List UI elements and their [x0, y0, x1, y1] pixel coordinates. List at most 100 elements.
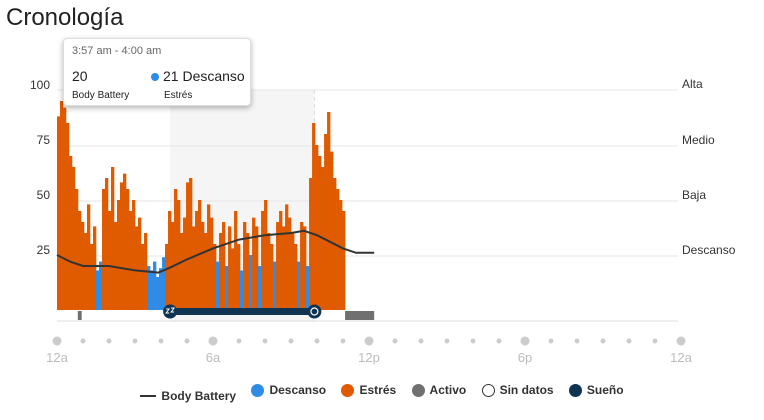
- stress-bar: [210, 217, 214, 310]
- stress-bar: [279, 211, 283, 310]
- rest-bar: [147, 266, 151, 310]
- stress-bar: [342, 211, 346, 310]
- rest-bar: [162, 257, 166, 310]
- stress-bar: [234, 211, 238, 310]
- x-tick-label: 6a: [206, 350, 221, 365]
- stress-bar: [264, 200, 268, 310]
- rest-bar: [306, 266, 310, 310]
- stress-swatch-icon: [341, 383, 355, 397]
- y-tick-label: 75: [37, 133, 51, 147]
- rest-bar: [240, 270, 244, 310]
- rest-bar: [249, 255, 253, 310]
- legend-stress[interactable]: Estrés: [341, 383, 396, 397]
- stress-bar: [69, 156, 73, 310]
- stress-bar: [261, 211, 265, 310]
- stress-bar: [219, 233, 223, 310]
- hour-dot: [548, 338, 554, 344]
- rest-dot-icon: [151, 73, 159, 81]
- legend-active[interactable]: Activo: [411, 383, 466, 397]
- legend-body-battery[interactable]: Body Battery: [140, 389, 236, 403]
- stress-bar: [276, 222, 280, 310]
- stress-bar: [138, 217, 142, 310]
- hour-dot: [52, 336, 62, 346]
- stress-bar: [111, 167, 115, 310]
- hour-dot: [676, 336, 686, 346]
- stress-bar: [315, 145, 319, 310]
- legend-rest[interactable]: Descanso: [251, 383, 326, 397]
- stress-bar: [183, 217, 187, 310]
- stress-bar: [90, 244, 94, 310]
- stress-bar: [141, 244, 145, 310]
- stress-bar: [327, 112, 331, 310]
- rest-swatch-icon: [251, 383, 265, 397]
- stress-bar: [207, 204, 211, 310]
- zzz-icon: [165, 307, 176, 314]
- stress-bar: [309, 178, 313, 310]
- stress-level-label: Descanso: [682, 243, 736, 257]
- stress-bar: [129, 211, 133, 310]
- stress-bar: [330, 151, 334, 310]
- hour-dot: [158, 338, 164, 344]
- legend-sleep[interactable]: Sueño: [568, 383, 624, 397]
- hour-dot: [600, 338, 606, 344]
- rest-bar: [159, 268, 163, 310]
- timeline-chart: Alta Medio Baja Descanso 100 75 50 25 12a 6a 12p 6p…: [30, 77, 736, 365]
- stress-bar: [108, 211, 112, 310]
- stress-bar: [246, 233, 250, 310]
- hour-dot: [288, 338, 294, 344]
- hour-dot: [418, 338, 424, 344]
- stress-bar: [282, 226, 286, 310]
- hour-dot: [392, 338, 398, 344]
- stress-bar: [243, 222, 247, 310]
- legend-no-data[interactable]: Sin datos: [481, 383, 554, 397]
- hour-dot: [626, 338, 632, 344]
- hour-dot: [314, 338, 320, 344]
- stress-bar: [204, 233, 208, 310]
- tooltip-time: 3:57 am - 4:00 am: [72, 45, 162, 57]
- x-tick-label: 12a: [46, 350, 68, 365]
- stress-bar: [87, 204, 91, 310]
- alarm-clock-icon: [307, 304, 322, 319]
- alarm-clock-face: [310, 307, 319, 316]
- rest-bar: [273, 261, 277, 310]
- stress-level-label: Alta: [682, 77, 703, 91]
- stress-bar: [135, 226, 139, 310]
- hour-dot: [184, 338, 190, 344]
- tooltip-stress: 21 Descanso: [151, 68, 245, 84]
- stress-bar: [303, 226, 307, 310]
- rest-bar: [96, 270, 100, 310]
- stress-bar: [186, 182, 190, 310]
- stress-bar: [339, 200, 343, 310]
- stress-level-label: Baja: [682, 188, 706, 202]
- hour-dot: [574, 338, 580, 344]
- stress-bar: [93, 226, 97, 310]
- hour-dot: [652, 338, 658, 344]
- stress-bar: [300, 222, 304, 310]
- rest-bar: [99, 261, 103, 310]
- stress-bar: [231, 248, 235, 310]
- hour-dot: [364, 336, 374, 346]
- stress-bar: [267, 233, 271, 310]
- stress-bar: [177, 200, 181, 310]
- stress-bar: [291, 233, 295, 310]
- stress-bar: [285, 204, 289, 310]
- stress-bar: [114, 222, 118, 310]
- stress-bar: [192, 226, 196, 310]
- y-tick-label: 100: [30, 78, 50, 92]
- hour-dot: [80, 338, 86, 344]
- stress-bar: [132, 200, 136, 310]
- stress-bar: [288, 217, 292, 310]
- hour-dot: [208, 336, 218, 346]
- legend: Body Battery Descanso Estrés Activo Sin …: [0, 383, 764, 403]
- tooltip: 3:57 am - 4:00 am 20 Body Battery 21 Des…: [63, 38, 251, 106]
- hour-dot: [132, 338, 138, 344]
- stress-bar: [336, 189, 340, 310]
- x-tick-label: 12a: [670, 350, 692, 365]
- stress-bar: [228, 226, 232, 310]
- tooltip-body-battery-label: Body Battery: [72, 90, 130, 101]
- rest-bar: [150, 270, 154, 310]
- rest-bar: [225, 266, 229, 310]
- stress-bar: [255, 226, 259, 310]
- stress-bar: [294, 244, 298, 310]
- hour-dot: [262, 338, 268, 344]
